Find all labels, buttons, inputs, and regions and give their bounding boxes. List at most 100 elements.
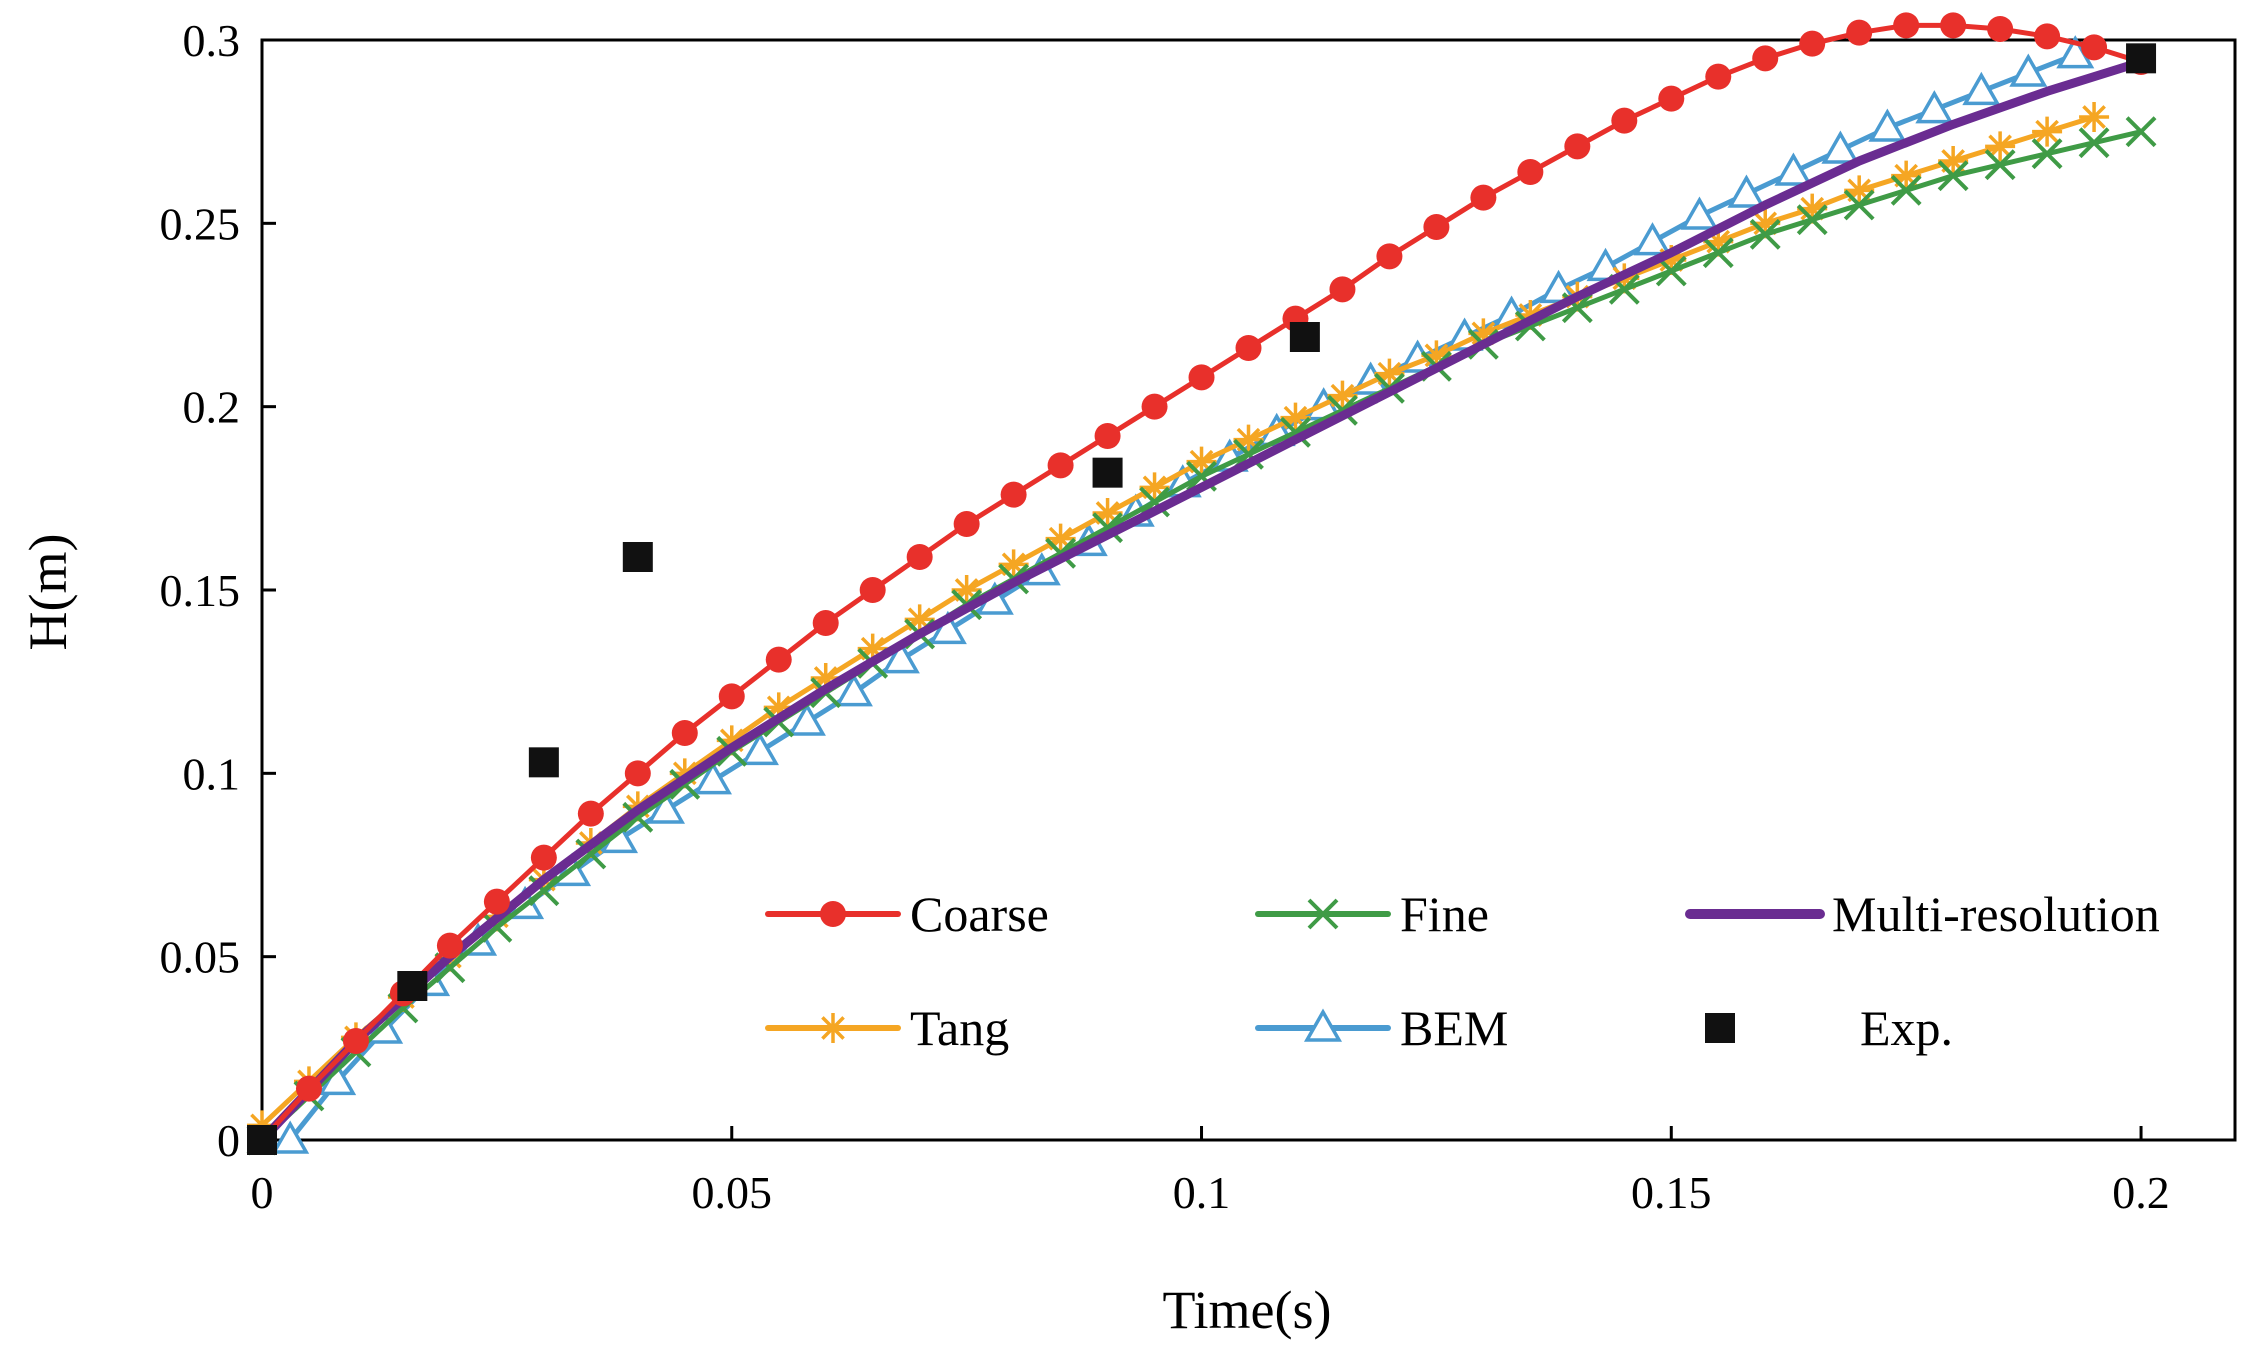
data-point-bem — [740, 731, 779, 766]
data-point-bem — [646, 790, 686, 824]
legend-marker-exp — [1705, 1013, 1735, 1043]
data-point-fine — [1890, 174, 1922, 206]
data-point-tang — [1515, 300, 1546, 330]
legend-marker-fine — [1307, 898, 1339, 930]
data-point-fine — [2078, 127, 2110, 159]
y-tick-label: 0.1 — [183, 748, 241, 799]
y-tick-label: 0.3 — [183, 15, 241, 66]
series-line-multi-resolution — [257, 57, 2146, 1145]
legend-label-multi-resolution: Multi-resolution — [1832, 886, 2160, 942]
legend: Coarse Fine Multi-resolution Tang BEM Exp. — [765, 886, 2160, 1056]
data-point-coarse — [436, 932, 463, 959]
x-axis: 0 0.05 0.1 0.15 0.2 — [251, 1126, 2170, 1218]
data-point-coarse — [295, 1075, 322, 1102]
data-point-bem — [787, 702, 826, 736]
data-point-coarse — [1235, 335, 1262, 361]
data-point-exp — [2126, 43, 2157, 74]
data-point-bem — [2009, 53, 2048, 87]
data-point-bem — [1868, 108, 1907, 142]
legend-marker-tang — [818, 1013, 848, 1043]
data-point-coarse — [953, 511, 980, 537]
series-coarse — [249, 12, 2155, 1153]
data-point-bem — [1727, 174, 1766, 208]
data-point-coarse — [577, 800, 604, 827]
data-point-tang — [951, 575, 982, 605]
data-point-coarse — [1846, 19, 1873, 46]
data-point-fine — [528, 875, 560, 907]
y-axis-title: H(m) — [18, 534, 78, 651]
legend-label-coarse: Coarse — [910, 886, 1049, 942]
series-fine — [246, 116, 2157, 1156]
data-point-tang — [2079, 102, 2110, 132]
data-point-bem — [928, 610, 967, 645]
data-point-tang — [1938, 146, 1969, 176]
data-point-fine — [1749, 218, 1781, 250]
data-point-tang — [1233, 424, 1264, 455]
x-tick-label: 0.05 — [692, 1167, 773, 1218]
data-point-tang — [1844, 175, 1875, 206]
data-point-coarse — [1470, 184, 1497, 211]
data-point-bem — [1633, 222, 1672, 256]
legend-marker-coarse — [820, 901, 846, 927]
legend-marker-bem — [1303, 1008, 1343, 1042]
data-point-fine — [1937, 160, 1969, 192]
data-point-exp — [1092, 457, 1123, 488]
data-point-coarse — [765, 646, 792, 673]
data-point-coarse — [1000, 481, 1027, 508]
data-point-tang — [1374, 358, 1405, 389]
x-tick-label: 0.1 — [1173, 1167, 1231, 1218]
data-point-fine — [1796, 204, 1828, 236]
data-point-tang — [1327, 380, 1358, 411]
data-point-coarse — [671, 720, 698, 746]
data-point-fine — [2125, 116, 2157, 148]
data-point-tang — [669, 758, 700, 789]
data-point-coarse — [1423, 214, 1450, 240]
data-point-coarse — [859, 577, 886, 603]
y-tick-label: 0.2 — [183, 382, 241, 433]
data-point-coarse — [2034, 23, 2061, 50]
data-point-tang — [1092, 498, 1123, 528]
data-point-bem — [1774, 152, 1813, 186]
data-point-tang — [1750, 208, 1781, 239]
data-point-fine — [1984, 149, 2016, 181]
data-point-coarse — [1987, 16, 2014, 42]
series-tang — [247, 102, 2110, 1141]
data-point-coarse — [1141, 393, 1168, 420]
data-point-coarse — [1517, 159, 1544, 185]
data-point-fine — [1702, 237, 1734, 269]
data-point-tang — [1468, 318, 1499, 349]
data-point-fine — [575, 838, 607, 870]
data-point-fine — [1843, 189, 1875, 221]
data-point-exp — [247, 1125, 277, 1155]
series-line-fine — [259, 129, 2144, 1143]
data-point-coarse — [2081, 34, 2108, 61]
data-point-exp — [397, 971, 428, 1001]
data-point-tang — [857, 633, 888, 664]
legend-item-coarse: Coarse — [765, 886, 1049, 942]
data-point-bem — [1680, 196, 1719, 230]
data-point-bem — [881, 640, 920, 674]
data-point-coarse — [1094, 423, 1121, 449]
x-tick-label: 0.2 — [2112, 1167, 2170, 1218]
x-tick-label: 0.15 — [1631, 1167, 1712, 1218]
legend-label-bem: BEM — [1400, 1000, 1508, 1056]
data-point-coarse — [1893, 12, 1920, 39]
data-point-coarse — [1329, 276, 1356, 303]
data-point-coarse — [1611, 107, 1638, 134]
data-point-tang — [1797, 193, 1828, 224]
legend-item-exp: Exp. — [1705, 1000, 1953, 1056]
data-point-coarse — [1799, 30, 1826, 57]
y-tick-label: 0.05 — [160, 932, 241, 983]
series-line-tang — [259, 114, 2097, 1128]
data-point-coarse — [1188, 364, 1215, 391]
data-point-fine — [481, 911, 513, 943]
data-point-fine — [2031, 138, 2063, 170]
legend-label-tang: Tang — [910, 1000, 1009, 1056]
data-point-bem — [1915, 90, 1954, 124]
data-point-coarse — [1940, 12, 1967, 39]
data-point-coarse — [1752, 45, 1779, 72]
data-point-tang — [2032, 116, 2063, 147]
y-axis: 0 0.05 0.1 0.15 0.2 0.25 0.3 — [160, 15, 276, 1166]
data-point-tang — [1280, 402, 1311, 433]
